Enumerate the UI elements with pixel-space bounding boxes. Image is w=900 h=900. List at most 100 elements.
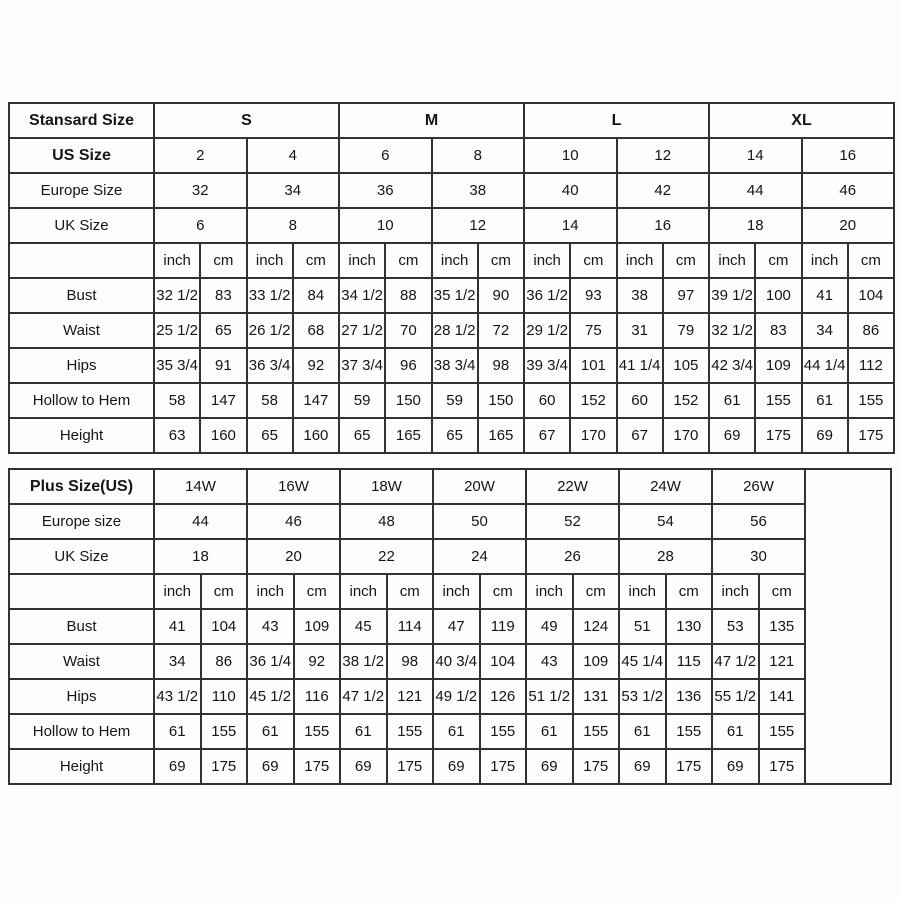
unit-cell: cm xyxy=(569,242,618,279)
waist-value-cell: 121 xyxy=(757,643,806,680)
hollow-value-cell: 155 xyxy=(571,713,620,750)
unit-cell: inch xyxy=(246,573,295,610)
row-label: Europe size xyxy=(8,503,155,540)
hollow-value-cell: 155 xyxy=(199,713,248,750)
bust-value-cell: 90 xyxy=(476,277,526,314)
us-size-cell: 14 xyxy=(708,137,803,174)
unit-cell: inch xyxy=(245,242,294,279)
uk-size-cell: 30 xyxy=(711,538,806,575)
bust-value-cell: 130 xyxy=(664,608,713,645)
waist-value-cell: 86 xyxy=(199,643,248,680)
uk-size-cell: 10 xyxy=(338,207,433,244)
hollow-value-cell: 147 xyxy=(199,382,248,419)
uk-size-cell: 28 xyxy=(618,538,713,575)
hips-value-cell: 47 1/2 xyxy=(339,678,388,715)
waist-value-cell: 26 1/2 xyxy=(245,312,294,349)
hips-row: Hips 35 3/4 91 36 3/4 92 37 3/4 96 38 3/4 98 39 3… xyxy=(8,347,896,384)
hollow-value-cell: 155 xyxy=(754,382,803,419)
height-value-cell: 69 xyxy=(339,748,388,785)
hips-value-cell: 92 xyxy=(291,347,341,384)
hollow-value-cell: 58 xyxy=(245,382,294,419)
size-group-cell: S xyxy=(153,102,340,139)
unit-cell: cm xyxy=(199,573,248,610)
height-row: Height 69 175 69 175 69 175 69 175 69 175 69 175 69 17… xyxy=(8,748,891,785)
europe-size-cell: 44 xyxy=(153,503,248,540)
unit-cell: cm xyxy=(757,573,806,610)
height-value-cell: 160 xyxy=(291,417,341,454)
row-label: Plus Size(US) xyxy=(8,468,155,505)
hollow-value-cell: 152 xyxy=(569,382,618,419)
unit-cell: inch xyxy=(615,242,664,279)
bust-value-cell: 88 xyxy=(384,277,433,314)
unit-cell: cm xyxy=(478,573,527,610)
bust-value-cell: 109 xyxy=(292,608,341,645)
europe-size-cell: 46 xyxy=(800,172,895,209)
uk-size-row: UK Size 6 8 10 12 14 16 18 20 xyxy=(8,207,895,244)
row-label: Bust xyxy=(8,277,155,314)
row-label xyxy=(8,242,155,279)
height-value-cell: 67 xyxy=(522,417,572,454)
hips-value-cell: 38 3/4 xyxy=(430,347,479,384)
bust-value-cell: 104 xyxy=(199,608,248,645)
europe-size-cell: 36 xyxy=(338,172,433,209)
height-value-cell: 65 xyxy=(245,417,294,454)
waist-value-cell: 92 xyxy=(292,643,341,680)
row-label: Waist xyxy=(8,643,155,680)
hollow-to-hem-row: Hollow to Hem 61 155 61 155 61 155 61 155 61 155 61… xyxy=(8,713,891,750)
unit-cell: cm xyxy=(661,242,711,279)
unit-cell: cm xyxy=(754,242,803,279)
waist-value-cell: 70 xyxy=(384,312,433,349)
hollow-to-hem-row: Hollow to Hem 58 147 58 147 59 150 59 150 60 152 60… xyxy=(8,382,896,419)
height-value-cell: 65 xyxy=(430,417,479,454)
hips-value-cell: 112 xyxy=(846,347,896,384)
bust-row: Bust 32 1/2 83 33 1/2 84 34 1/2 88 35 1/2 90 36 1… xyxy=(8,277,896,314)
height-value-cell: 69 xyxy=(618,748,667,785)
height-value-cell: 175 xyxy=(292,748,341,785)
hollow-value-cell: 61 xyxy=(707,382,757,419)
hollow-value-cell: 61 xyxy=(800,382,849,419)
us-size-row: US Size 2 4 6 8 10 12 14 16 xyxy=(8,137,895,174)
row-label: Hips xyxy=(8,678,155,715)
europe-size-cell: 40 xyxy=(523,172,618,209)
row-label: UK Size xyxy=(8,207,155,244)
hips-value-cell: 101 xyxy=(569,347,618,384)
waist-value-cell: 36 1/4 xyxy=(246,643,295,680)
height-value-cell: 175 xyxy=(846,417,896,454)
europe-size-cell: 46 xyxy=(246,503,341,540)
row-label: Hips xyxy=(8,347,155,384)
europe-size-cell: 42 xyxy=(615,172,710,209)
height-value-cell: 175 xyxy=(571,748,620,785)
height-value-cell: 63 xyxy=(152,417,202,454)
hips-value-cell: 51 1/2 xyxy=(525,678,574,715)
europe-size-cell: 34 xyxy=(245,172,340,209)
unit-cell: inch xyxy=(800,242,849,279)
hips-value-cell: 121 xyxy=(385,678,434,715)
row-label: Bust xyxy=(8,608,155,645)
us-size-cell: 2 xyxy=(153,137,248,174)
row-label: Hollow to Hem xyxy=(8,382,155,419)
height-value-cell: 175 xyxy=(757,748,806,785)
row-label: UK Size xyxy=(8,538,155,575)
waist-value-cell: 31 xyxy=(615,312,664,349)
bust-value-cell: 41 xyxy=(153,608,202,645)
height-value-cell: 69 xyxy=(707,417,757,454)
waist-value-cell: 38 1/2 xyxy=(339,643,388,680)
bust-row: Bust 41 104 43 109 45 114 47 119 49 124 51 130 53 135 xyxy=(8,608,891,645)
height-value-cell: 69 xyxy=(153,748,202,785)
hips-value-cell: 126 xyxy=(478,678,527,715)
uk-size-row: UK Size 18 20 22 24 26 28 30 xyxy=(8,538,891,575)
bust-value-cell: 114 xyxy=(385,608,434,645)
bust-value-cell: 93 xyxy=(569,277,618,314)
row-label: US Size xyxy=(8,137,155,174)
europe-size-cell: 56 xyxy=(711,503,806,540)
uk-size-cell: 22 xyxy=(339,538,434,575)
hips-value-cell: 49 1/2 xyxy=(432,678,481,715)
plus-size-cell: 22W xyxy=(525,468,620,505)
unit-cell: cm xyxy=(476,242,526,279)
hips-value-cell: 109 xyxy=(754,347,803,384)
hips-value-cell: 91 xyxy=(199,347,248,384)
size-group-cell: M xyxy=(338,102,525,139)
europe-size-row: Europe Size 32 34 36 38 40 42 44 46 xyxy=(8,172,895,209)
unit-row: inch cm inch cm inch cm inch cm inch cm inch cm inch… xyxy=(8,573,891,610)
unit-cell: cm xyxy=(292,573,341,610)
